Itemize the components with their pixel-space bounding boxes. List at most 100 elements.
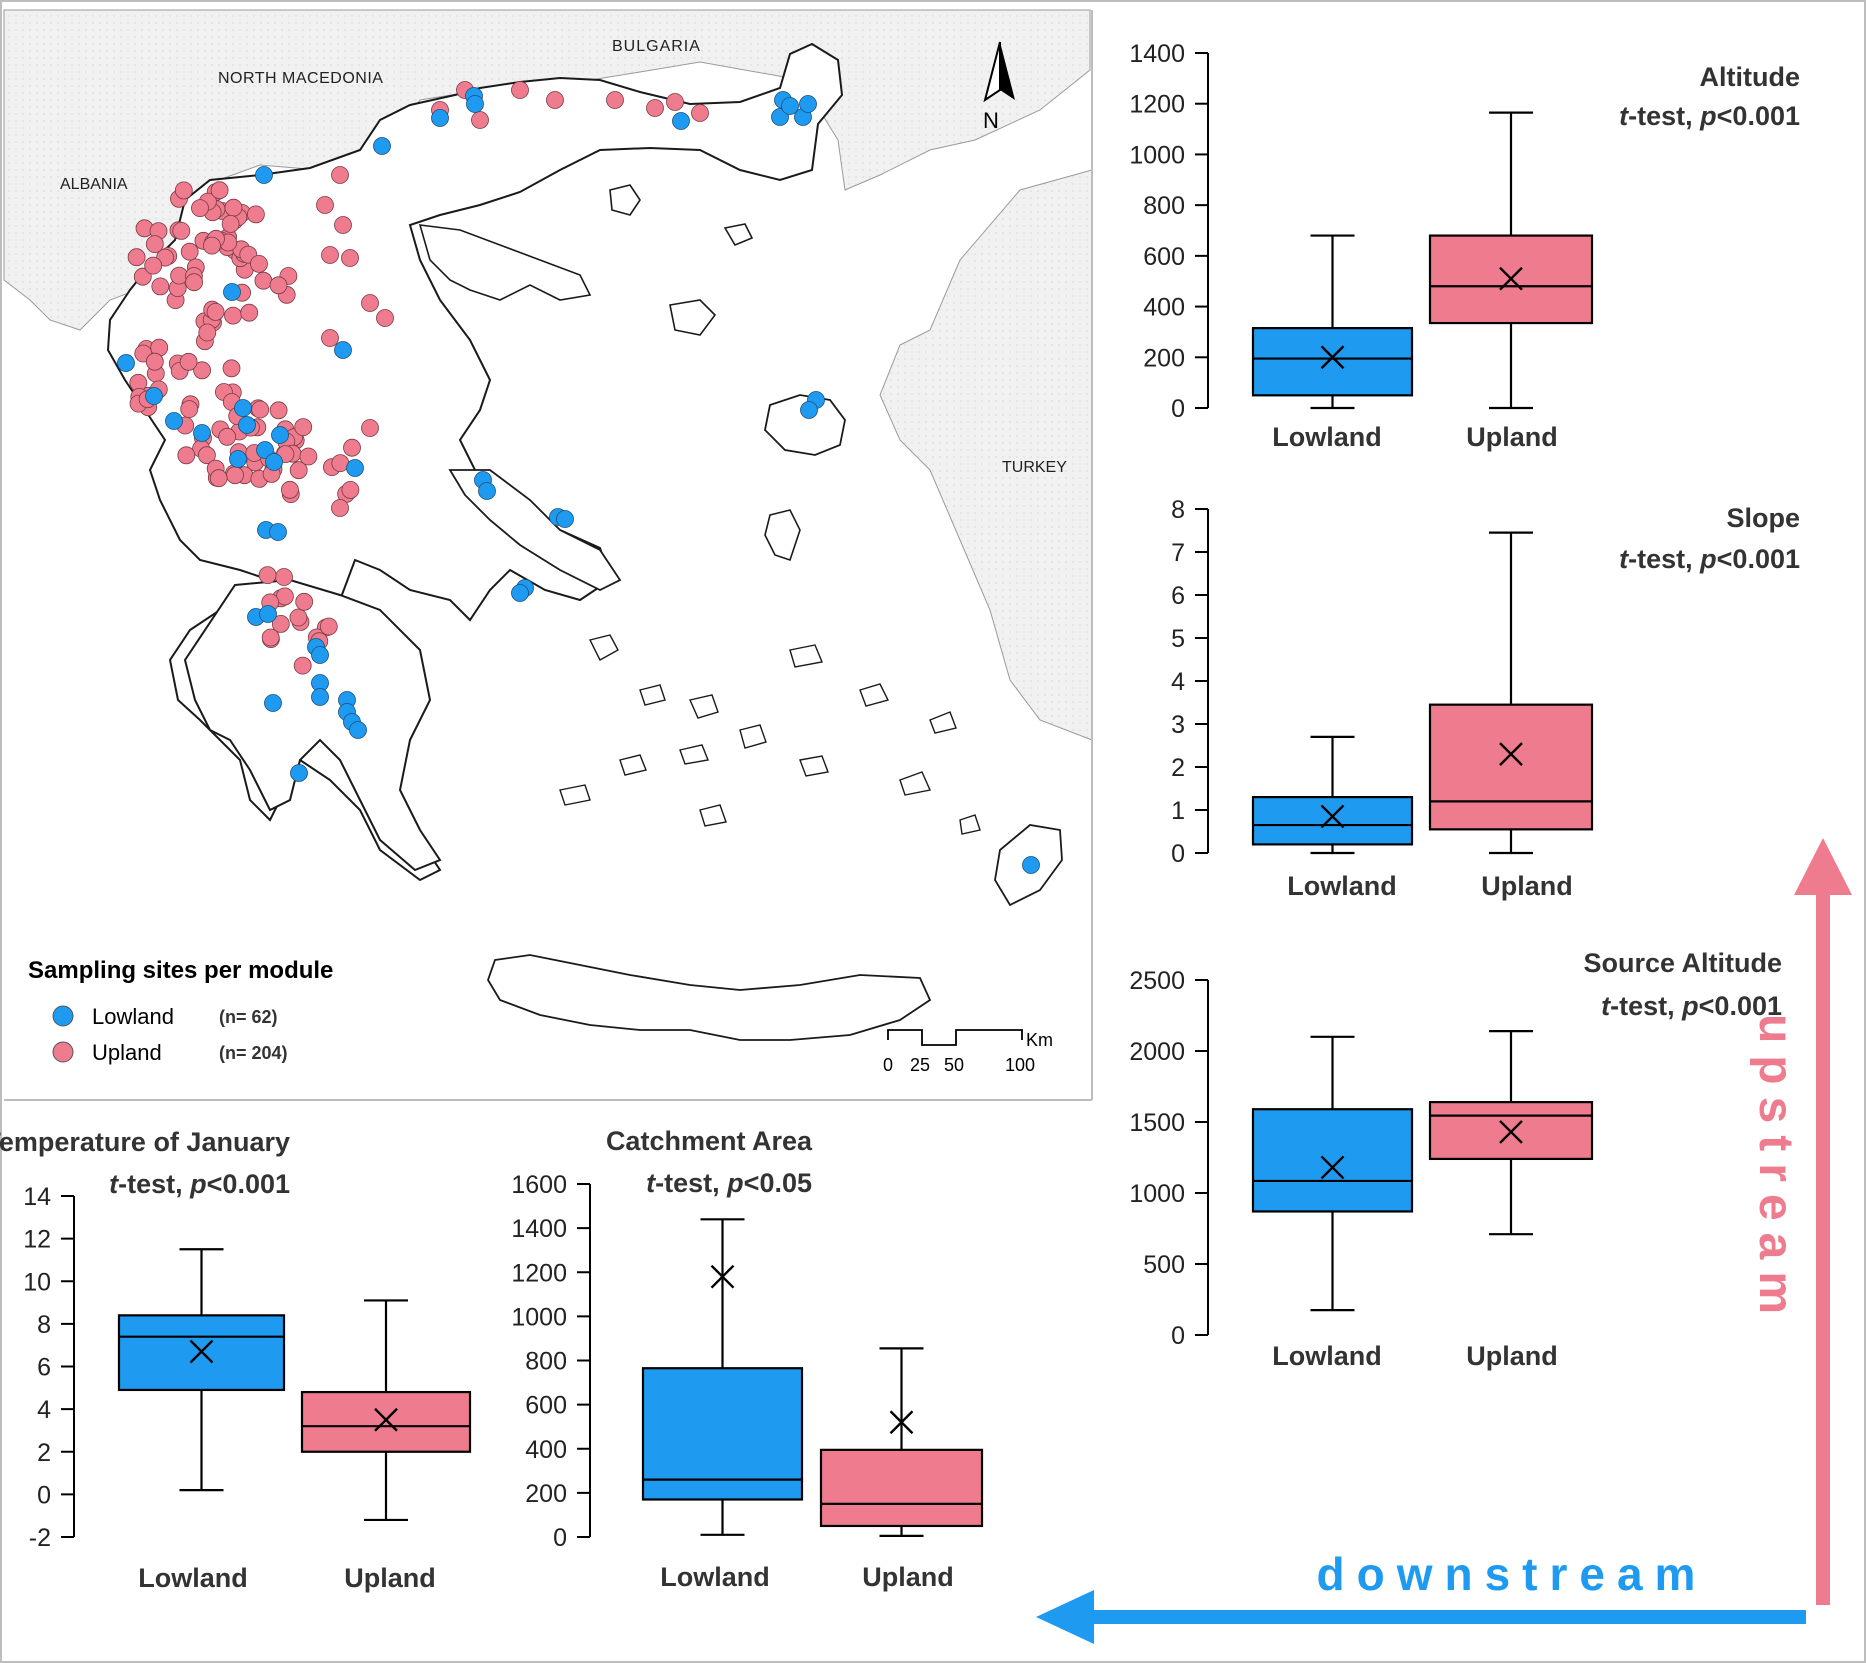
test-t: t: [1619, 544, 1629, 574]
mean-marker: [1499, 742, 1523, 766]
iqr-box: [1428, 703, 1594, 831]
upland-site: [210, 181, 229, 200]
test-label: -test,: [1628, 101, 1700, 131]
y-tick-label: 8: [37, 1311, 51, 1339]
lowland-site: [238, 416, 256, 434]
category-label: Upland: [1481, 871, 1573, 901]
mean-marker: [889, 1410, 914, 1435]
upland-site: [319, 617, 338, 636]
box-plots: 0200400600800100012001400Altitudet-test,…: [0, 40, 1800, 1593]
thasos: [609, 184, 641, 216]
lowland-site: [373, 137, 391, 155]
box-lowland: Lowland: [1251, 1035, 1414, 1371]
limnos: [669, 299, 717, 336]
upland-site: [145, 352, 164, 371]
chart-title: Source Altitude: [1583, 948, 1782, 978]
test-t: t: [646, 1168, 656, 1198]
y-tick-label: 0: [1171, 395, 1185, 423]
upland-site: [299, 447, 318, 466]
lowland-site: [511, 584, 529, 602]
y-tick-label: 1000: [511, 1303, 567, 1331]
scale-tick-0: 0: [883, 1055, 893, 1075]
scale-tick-50: 50: [944, 1055, 964, 1075]
upland-site: [316, 196, 334, 214]
category-label: Upland: [862, 1562, 954, 1592]
y-tick-label: 400: [1143, 294, 1185, 322]
box-upland: Upland: [1428, 111, 1594, 452]
mean-marker: [1320, 804, 1345, 829]
chart-altitude: 0 200 400 600 800 1000 1200 1400 Altitude t-test,…: [1129, 40, 1800, 452]
test-label: -test,: [1610, 991, 1682, 1021]
upland-site: [275, 568, 293, 586]
test-p: p: [189, 1169, 207, 1199]
chart-test: t-test, p<0.001: [109, 1169, 290, 1199]
lowland-site: [478, 482, 496, 500]
upland-site: [666, 93, 684, 111]
y-tick-label: 1400: [511, 1215, 567, 1243]
lowland-site: [193, 424, 211, 442]
mean-marker: [1499, 266, 1523, 291]
category-label: Lowland: [1272, 422, 1382, 452]
chart-test: t-test, p<0.001: [1601, 991, 1782, 1021]
lowland-site: [431, 109, 449, 127]
upland-site: [180, 400, 199, 419]
y-tick-label: 2: [1171, 754, 1185, 782]
y-tick-label: 10: [23, 1268, 51, 1296]
upland-site: [254, 271, 273, 290]
lowland-site: [556, 510, 574, 528]
upland-site: [258, 566, 277, 584]
lowland-site: [466, 95, 484, 113]
y-tick-label: 1: [1171, 797, 1185, 825]
upland-site: [341, 249, 359, 267]
upland-site: [246, 205, 265, 224]
halkidiki: [418, 224, 592, 301]
mean-marker: [1320, 1155, 1345, 1180]
upland-site: [172, 221, 191, 240]
lowland-site: [271, 426, 289, 444]
downstream-arrow: [1036, 1590, 1806, 1644]
upland-site: [289, 461, 308, 480]
upland-site: [180, 242, 199, 261]
y-tick-label: 0: [37, 1481, 51, 1509]
upland-site: [289, 608, 308, 627]
upland-site: [145, 235, 164, 254]
upland-site: [269, 276, 288, 295]
lowland-site: [117, 354, 135, 372]
upland-site: [250, 254, 268, 273]
lowland-site: [800, 401, 818, 419]
lowland-site: [781, 97, 799, 115]
upland-site: [341, 480, 360, 499]
upland-site: [511, 81, 529, 99]
chart-catchment-area: 0 200 400 600 800 1000 1200 1400 1600 Catchment A…: [511, 1126, 984, 1592]
label-turkey: TURKEY: [1002, 459, 1067, 476]
chart-slope: 0 1 2 3 4 5 6 7 8 Slope t-test, p<0.001 Lowland Upla…: [1171, 496, 1800, 901]
label-bulgaria: BULGARIA: [612, 38, 701, 55]
chart-title: Slope: [1726, 503, 1800, 533]
samothraki: [723, 223, 754, 247]
y-tick-label: 500: [1143, 1251, 1185, 1279]
upland-site: [226, 466, 244, 485]
upland-site: [606, 91, 624, 109]
test-value: <0.001: [1699, 991, 1782, 1021]
y-tick-label: 800: [1143, 192, 1185, 220]
y-tick-label: 1500: [1129, 1109, 1185, 1137]
mean-marker: [189, 1339, 214, 1364]
box-lowland: Lowland: [1251, 234, 1414, 452]
upland-site: [251, 400, 270, 419]
upland-site: [343, 438, 361, 457]
test-t: t: [109, 1169, 119, 1199]
box-upland: Upland: [819, 1347, 984, 1592]
y-tick-label: 400: [525, 1436, 567, 1464]
turkey-land: [879, 169, 1093, 741]
cyclades: [559, 634, 981, 835]
upland-site: [218, 427, 237, 446]
label-albania: ALBANIA: [60, 176, 128, 193]
chart-title: Catchment Area: [606, 1126, 813, 1156]
legend-upland-swatch: [52, 1041, 74, 1063]
lowland-site: [269, 523, 287, 541]
box-lowland: Lowland: [1251, 735, 1414, 901]
y-tick-label: 14: [23, 1183, 51, 1211]
y-tick-label: 1600: [511, 1171, 567, 1199]
y-tick-label: 0: [1171, 1322, 1185, 1350]
north-arrow-label: N: [983, 108, 999, 133]
